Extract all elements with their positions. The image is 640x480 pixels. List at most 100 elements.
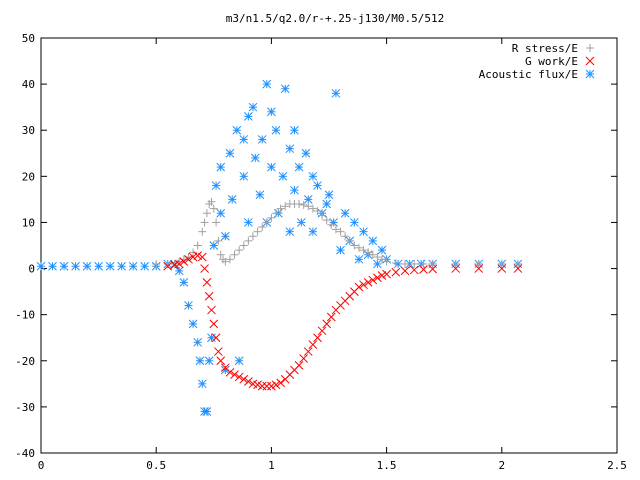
data-point: [117, 261, 126, 271]
data-point: [295, 200, 304, 208]
plot-frame: [40, 37, 618, 454]
data-point: [419, 259, 428, 268]
data-point: [209, 319, 219, 329]
x-tick-label: 0.5: [146, 459, 166, 472]
data-point: [345, 236, 354, 245]
data-point: [239, 171, 249, 181]
data-point: [317, 326, 327, 336]
data-point: [227, 195, 237, 204]
data-point: [248, 232, 257, 241]
data-point: [308, 340, 318, 349]
data-point: [382, 257, 391, 266]
data-point: [313, 333, 322, 343]
data-point: [497, 264, 507, 273]
y-tick-label: 50: [22, 32, 35, 45]
data-point: [340, 208, 350, 218]
data-point: [474, 264, 484, 273]
data-point: [299, 200, 308, 209]
data-point: [202, 209, 211, 218]
data-point: [202, 278, 212, 287]
data-point: [253, 227, 262, 236]
data-point: [400, 266, 410, 276]
data-point: [48, 261, 57, 271]
data-point: [234, 372, 244, 382]
data-point: [193, 337, 203, 347]
data-point: [271, 125, 281, 135]
data-point: [409, 265, 419, 275]
data-point: [207, 197, 216, 206]
data-point: [278, 171, 288, 181]
data-point: [322, 216, 331, 225]
data-point: [285, 227, 295, 237]
data-point: [296, 218, 306, 227]
data-point: [244, 236, 253, 245]
data-point: [276, 204, 285, 213]
data-point: [377, 255, 386, 264]
data-point: [304, 202, 313, 211]
x-tick-label: 1: [268, 459, 275, 472]
data-point: [179, 278, 189, 287]
x-tick-label: 1.5: [377, 459, 397, 472]
data-point: [267, 213, 276, 222]
data-point: [216, 162, 226, 172]
data-point: [373, 259, 382, 269]
x-tick-label: 0: [38, 459, 45, 472]
data-point: [354, 282, 364, 292]
data-point: [294, 162, 304, 172]
data-point: [244, 377, 253, 386]
data-point: [234, 356, 244, 366]
data-point: [257, 381, 267, 391]
data-point: [225, 367, 235, 377]
data-point: [250, 153, 260, 163]
y-tick-label: 10: [22, 216, 35, 229]
data-point: [232, 125, 242, 135]
data-point: [410, 259, 419, 268]
data-point: [294, 361, 304, 370]
data-point: [359, 280, 368, 290]
data-point: [170, 259, 179, 268]
data-point: [299, 354, 309, 363]
data-point: [105, 261, 115, 271]
data-point: [267, 162, 276, 172]
data-point: [258, 223, 267, 232]
y-tick-label: 20: [22, 170, 35, 183]
data-point: [235, 246, 244, 255]
data-point: [336, 245, 345, 255]
data-point: [377, 245, 387, 255]
legend-marker: [585, 69, 595, 79]
data-point: [308, 171, 318, 181]
y-tick-label: 0: [28, 263, 35, 276]
data-point: [255, 190, 265, 200]
data-point: [513, 264, 523, 273]
data-point: [401, 259, 410, 268]
data-point: [193, 241, 202, 250]
data-point: [382, 269, 391, 279]
data-point: [276, 378, 285, 388]
y-tick-label: 30: [22, 124, 35, 137]
data-point: [211, 181, 221, 190]
data-point: [313, 206, 322, 215]
chart-title: m3/n1.5/q2.0/r-+.25-j130/M0.5/512: [226, 12, 445, 25]
data-point: [94, 261, 103, 271]
data-point: [428, 264, 438, 274]
data-point: [244, 218, 253, 227]
data-point: [363, 278, 373, 287]
data-point: [216, 208, 226, 218]
data-point: [140, 261, 150, 271]
data-point: [336, 227, 345, 236]
data-point: [230, 370, 239, 379]
data-point: [308, 227, 318, 237]
data-point: [225, 255, 234, 264]
data-point: [209, 204, 218, 213]
data-point: [262, 79, 272, 89]
data-point: [239, 135, 249, 144]
data-point: [290, 125, 299, 135]
data-point: [220, 231, 230, 241]
data-point: [59, 261, 69, 271]
data-point: [189, 248, 198, 257]
data-point: [359, 227, 368, 237]
data-point: [364, 248, 373, 257]
data-point: [324, 190, 334, 200]
data-point: [197, 379, 207, 389]
